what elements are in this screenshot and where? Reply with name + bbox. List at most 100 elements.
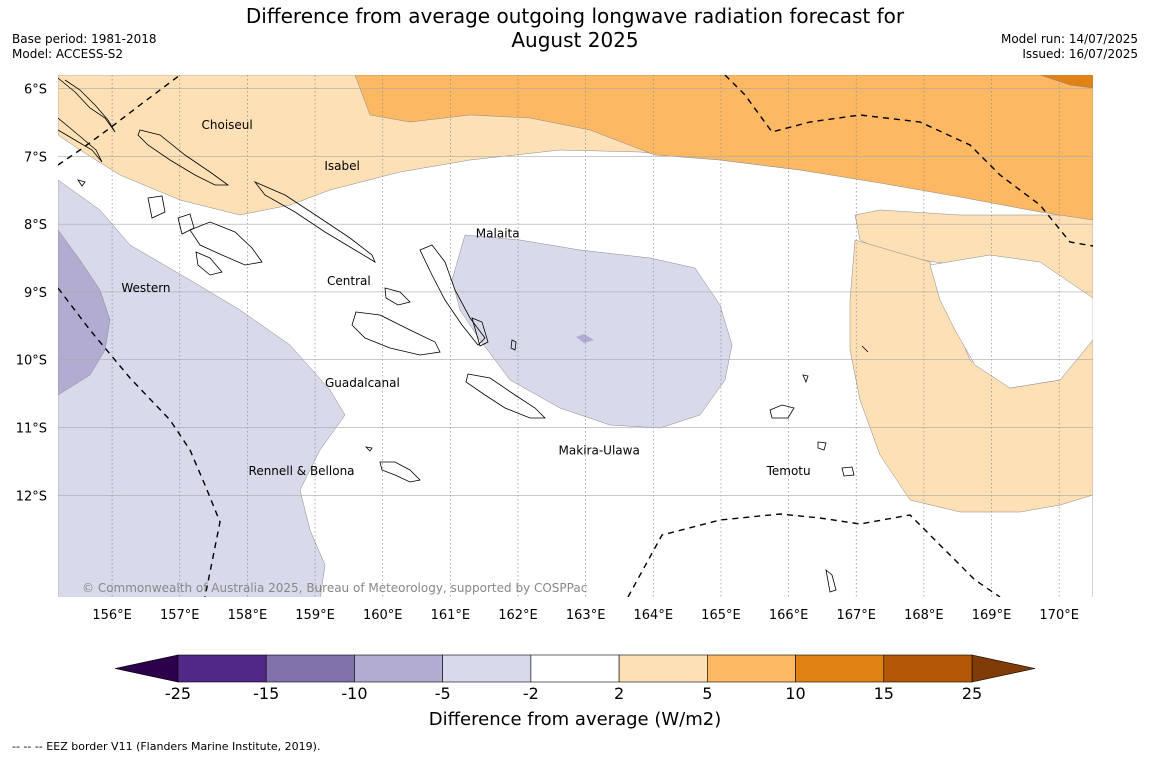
province-label: Rennell & Bellona [249,464,355,478]
longitude-tick-label: 165°E [701,608,741,623]
province-labels: Choiseul Isabel Malaita Central Western Guada… [121,118,810,478]
colorbar: -25 -15 -10 -5 -2 2 5 10 15 25 [114,654,1036,703]
colorbar-tick-label: 2 [614,684,624,703]
island-santa-cruz [769,404,795,419]
colorbar-segment [707,654,796,683]
colorbar-tick-label: 15 [874,684,894,703]
colorbar-tick-label: -25 [165,684,191,703]
island-kolombangara [177,213,195,235]
anomaly-region-neg5to-2-central [451,234,733,429]
eez-border-west [58,287,221,597]
colorbar-segment [177,654,267,683]
colorbar-over-arrow [971,654,1036,683]
island-choiseul [137,129,230,186]
province-label: Isabel [324,159,359,173]
latitude-tick-label: 7°S [24,150,47,165]
eez-border-north-east [724,75,1093,247]
island-duff [861,345,869,353]
colorbar-segment [530,654,620,683]
latitude-tick-label: 9°S [24,286,47,301]
province-label: Western [121,281,170,295]
map-plot-area: Choiseul Isabel Malaita Central Western Guada… [58,75,1093,597]
longitude-tick-label: 163°E [566,608,606,623]
anomaly-region-10to15 [1039,75,1093,89]
longitude-tick-label: 166°E [769,608,809,623]
island-isabel [253,181,376,263]
island-ulawa [510,339,517,351]
longitude-tick-label: 162°E [498,608,538,623]
latitude-tick-label: 12°S [16,489,47,504]
island-new-georgia [189,221,263,266]
colorbar-segment [265,654,355,683]
colorbar-segment [883,654,973,683]
colorbar-tick-label: -2 [523,684,539,703]
anomaly-region-neutral-east [929,254,1093,389]
map-title: Difference from average outgoing longwav… [0,4,1150,52]
latitude-tick-label: 6°S [24,83,47,98]
eez-border-south [627,513,1001,597]
meta-right: Model run: 14/07/2025 Issued: 16/07/2025 [1001,32,1138,62]
colorbar-segment [618,654,708,683]
longitude-ticks: 156°E 157°E 158°E 159°E 160°E 161°E 162°E 163°E… [92,608,1079,623]
copyright-text: © Commonwealth of Australia 2025, Bureau… [82,581,587,595]
coastlines [58,77,869,593]
base-period: Base period: 1981-2018 [12,32,157,46]
island-bougainville-north [58,77,116,133]
latitude-tick-label: 8°S [24,218,47,233]
island-bougainville [58,117,103,163]
province-label: Central [327,274,371,288]
island-reef-islands [802,374,809,384]
latitude-ticks: 6°S 7°S 8°S 9°S 10°S 11°S 12°S [16,83,47,505]
colorbar-tick-label: -5 [435,684,451,703]
island-vanikoro [841,466,855,477]
island-bellona [364,446,373,452]
model-name: Model: ACCESS-S2 [12,47,124,61]
island-guadalcanal [351,311,441,356]
colorbar-tick-label: -15 [253,684,279,703]
island-utupua [817,441,827,451]
island-small-malaita [471,317,489,347]
anomaly-region-neg10to-5-spot [576,334,594,343]
colorbar-segment [795,654,885,683]
anomaly-region-neg5to-2-west [58,179,346,597]
eez-borders [58,75,1093,597]
colorbar-tick-label: -10 [341,684,367,703]
eez-footnote: -- -- -- EEZ border V11 (Flanders Marine… [12,740,321,753]
longitude-tick-label: 158°E [228,608,268,623]
model-run: Model run: 14/07/2025 [1000,32,1138,46]
colorbar-tick-label: 10 [785,684,805,703]
province-label: Guadalcanal [325,376,400,390]
province-label: Malaita [476,227,520,241]
colorbar-segment [354,654,443,683]
island-rendova [195,251,223,276]
issued-date: Issued: 16/07/2025 [1022,47,1138,61]
island-rennell [379,461,421,483]
colorbar-tick-label: 25 [962,684,982,703]
longitude-tick-label: 159°E [295,608,335,623]
longitude-tick-label: 156°E [92,608,132,623]
island-malaita [419,244,486,346]
province-label: Choiseul [202,118,253,132]
province-label: Makira-Ulawa [559,444,640,458]
longitude-tick-label: 169°E [972,608,1012,623]
longitude-tick-label: 161°E [431,608,471,623]
longitude-tick-label: 164°E [634,608,674,623]
province-label: Temotu [766,464,811,478]
graticule [58,75,1093,597]
anomaly-region-neg10to-5-west [58,229,111,396]
longitude-tick-label: 160°E [363,608,403,623]
colorbar-under-arrow [114,654,179,683]
colorbar-label: Difference from average (W/m2) [428,709,722,730]
island-vella-lavella [147,195,166,219]
longitude-tick-label: 157°E [160,608,200,623]
island-makira [465,373,546,419]
latitude-tick-label: 10°S [16,354,47,369]
colorbar-tick-label: 5 [702,684,712,703]
longitude-tick-label: 168°E [904,608,944,623]
title-line-2: August 2025 [511,28,639,52]
anomaly-region-5to10 [354,75,1093,221]
longitude-tick-label: 170°E [1039,608,1079,623]
island-shortland [77,179,86,187]
title-line-1: Difference from average outgoing longwav… [245,4,905,28]
map-figure: Choiseul Isabel Malaita Central Western Guada… [16,75,1093,703]
